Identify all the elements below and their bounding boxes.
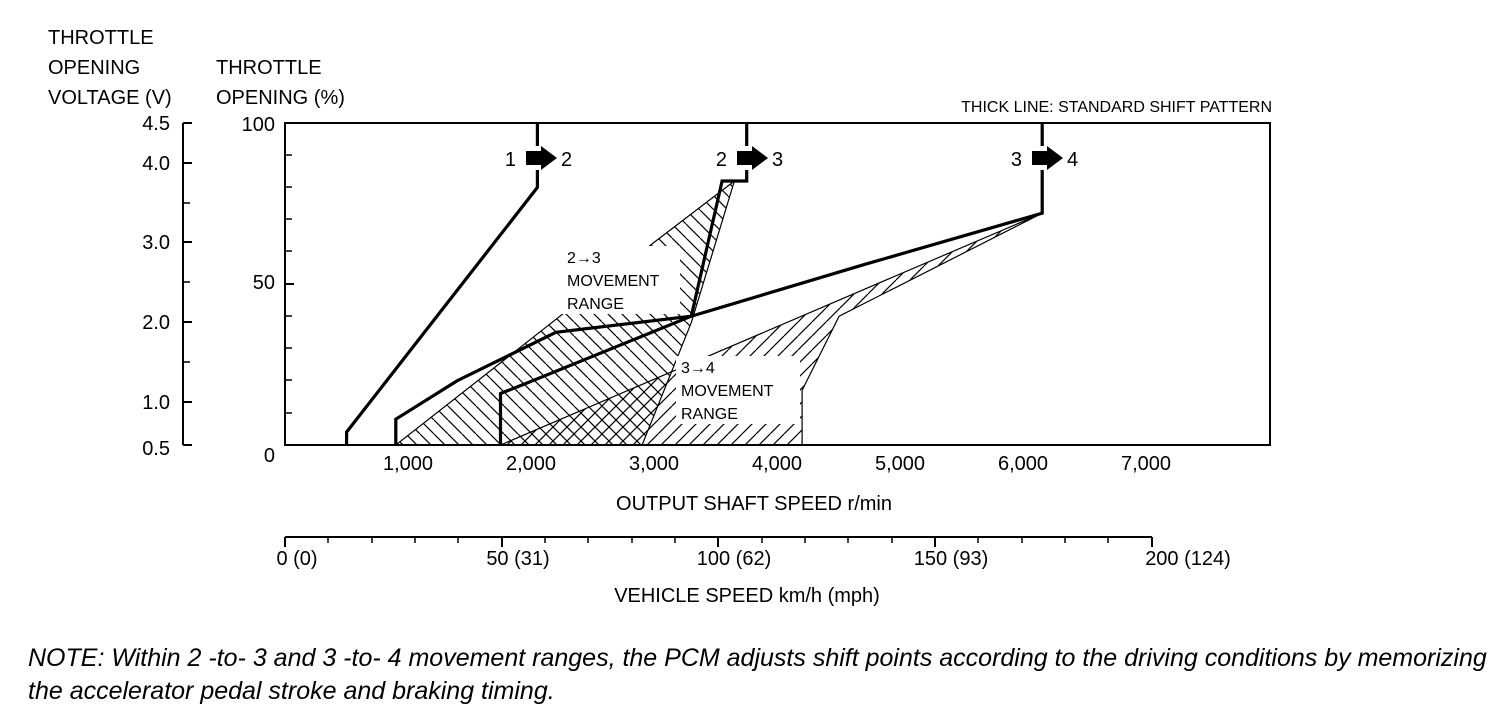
x-tick-label: 6,000 <box>998 453 1048 475</box>
throttle-tick-label: 0 <box>264 445 275 467</box>
throttle-axis-title-line2: OPENING (%) <box>216 87 345 109</box>
shift-label-1-2: 1 2 <box>500 146 580 171</box>
throttle-axis-ticks <box>285 154 294 414</box>
shift-label-from: 3 <box>1011 149 1022 171</box>
voltage-axis <box>182 122 192 446</box>
voltage-tick-label: 4.0 <box>142 153 170 175</box>
shift-line-3-4 <box>498 123 1044 445</box>
range-label-3-4-line1: 3→4 <box>681 360 715 377</box>
x-tick-label: 1,000 <box>383 453 433 475</box>
voltage-axis-title-line3: VOLTAGE (V) <box>48 87 172 109</box>
x-tick-label: 3,000 <box>629 453 679 475</box>
shift-label-to: 3 <box>772 149 783 171</box>
shift-line-2-3 <box>394 123 749 445</box>
range-label-2-3-line2: MOVEMENT <box>567 273 660 290</box>
speed-tick-label: 0 (0) <box>276 548 317 570</box>
x-tick-label: 2,000 <box>506 453 556 475</box>
x-tick-label: 7,000 <box>1121 453 1171 475</box>
shift-label-to: 4 <box>1067 149 1078 171</box>
shift-arrow-icon <box>737 146 768 170</box>
voltage-tick-label: 4.5 <box>142 113 170 135</box>
speed-tick-label: 50 (31) <box>486 548 549 570</box>
legend-text: THICK LINE: STANDARD SHIFT PATTERN <box>961 99 1272 116</box>
voltage-tick-label: 0.5 <box>142 438 170 460</box>
shift-label-2-3: 2 3 <box>711 146 791 171</box>
vehicle-speed-axis-title: VEHICLE SPEED km/h (mph) <box>614 585 880 607</box>
x-tick-label: 5,000 <box>875 453 925 475</box>
speed-tick-label: 200 (124) <box>1145 548 1231 570</box>
range-label-2-3-line1: 2→3 <box>567 250 601 267</box>
note-text: NOTE: Within 2 -to- 3 and 3 -to- 4 movem… <box>28 644 1487 705</box>
range-label-3-4: 3→4 MOVEMENT RANGE <box>676 356 800 424</box>
voltage-axis-title-line2: OPENING <box>48 57 140 79</box>
shift-label-from: 1 <box>505 149 516 171</box>
shift-arrow-icon <box>1032 146 1063 170</box>
range-label-2-3: 2→3 MOVEMENT RANGE <box>562 246 680 314</box>
range-label-3-4-line3: RANGE <box>681 406 738 423</box>
x-tick-label: 4,000 <box>752 453 802 475</box>
speed-tick-label: 150 (93) <box>914 548 989 570</box>
range-label-2-3-line3: RANGE <box>567 296 624 313</box>
voltage-tick-label: 3.0 <box>142 232 170 254</box>
throttle-tick-label: 50 <box>253 272 275 294</box>
shift-label-3-4: 3 4 <box>1006 146 1086 171</box>
throttle-tick-label: 100 <box>242 114 275 136</box>
shift-arrow-icon <box>526 146 557 170</box>
range-label-3-4-line2: MOVEMENT <box>681 383 774 400</box>
shift-label-from: 2 <box>716 149 727 171</box>
vehicle-speed-axis <box>284 536 1153 547</box>
shift-label-to: 2 <box>561 149 572 171</box>
x-axis-title: OUTPUT SHAFT SPEED r/min <box>616 493 892 515</box>
voltage-tick-label: 2.0 <box>142 312 170 334</box>
voltage-axis-title-line1: THROTTLE <box>48 27 154 49</box>
movement-range-3-4 <box>500 212 1043 445</box>
voltage-tick-label: 1.0 <box>142 392 170 414</box>
throttle-axis-title-line1: THROTTLE <box>216 57 322 79</box>
shift-pattern-chart: THROTTLE OPENING VOLTAGE (V) THROTTLE OP… <box>48 27 1272 607</box>
speed-tick-label: 100 (62) <box>697 548 772 570</box>
